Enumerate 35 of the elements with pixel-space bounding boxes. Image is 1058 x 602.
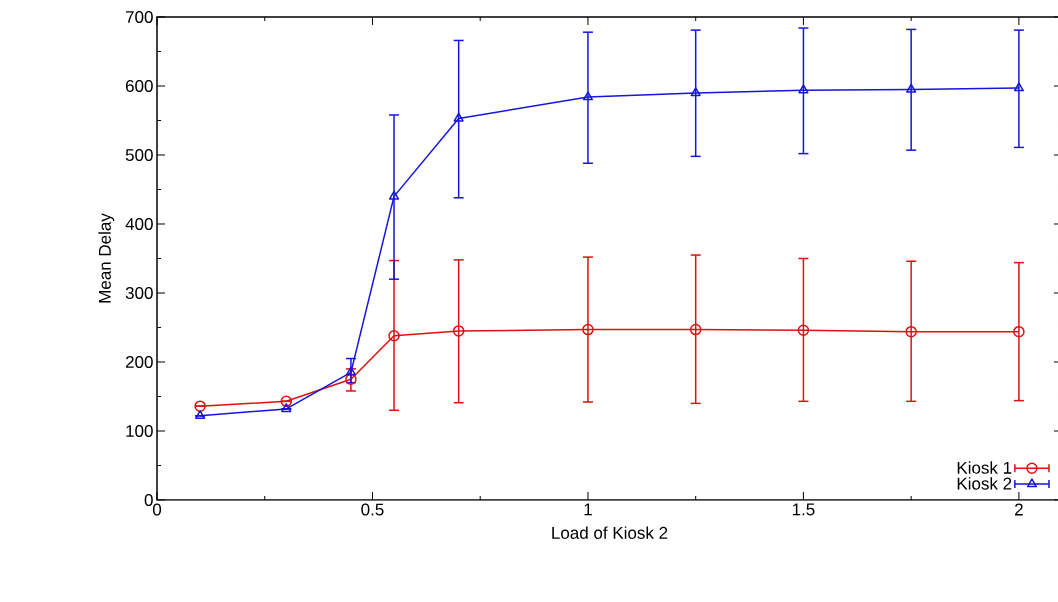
point (798, 84, 809, 94)
point (582, 323, 594, 336)
point (194, 400, 206, 412)
point (690, 87, 701, 97)
point (797, 324, 810, 336)
point (906, 83, 917, 93)
y-tick-label: 600 (125, 79, 153, 93)
x-tick-label: 1 (584, 503, 592, 516)
point (452, 325, 465, 337)
x-tick-label: 2 (1015, 503, 1023, 516)
point (1013, 82, 1024, 92)
x-tick-label: 0 (152, 503, 162, 516)
x-tick-label: 1.5 (792, 503, 815, 516)
point (195, 410, 206, 420)
y-tick-label: 0 (144, 493, 153, 507)
x-tick-label: 0.5 (361, 503, 384, 516)
x-axis-title: Load of Kiosk 2 (552, 526, 668, 539)
y-tick-label: 700 (125, 10, 153, 24)
point (689, 323, 702, 336)
y-axis-title: Mean Delay (98, 213, 115, 303)
point (388, 190, 400, 200)
y-tick-label: 200 (125, 355, 153, 369)
point (453, 112, 464, 122)
point (345, 366, 357, 376)
legend-label: Kiosk 2 (957, 477, 1012, 490)
y-tick-label: 500 (125, 148, 153, 162)
point (1013, 325, 1025, 338)
y-tick-label: 400 (125, 217, 153, 231)
point (280, 395, 293, 408)
point (388, 330, 400, 342)
y-tick-label: 300 (125, 286, 153, 300)
y-tick-label: 100 (126, 424, 153, 438)
legend-label: Kiosk 1 (957, 461, 1012, 474)
point (582, 91, 594, 101)
point (905, 325, 917, 338)
